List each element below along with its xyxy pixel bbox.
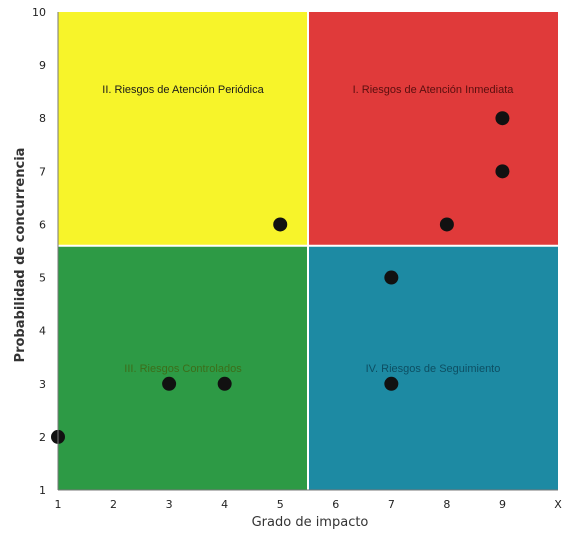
point-layer bbox=[51, 111, 510, 444]
x-tick-label: 6 bbox=[332, 498, 339, 511]
x-tick-label: 5 bbox=[277, 498, 284, 511]
x-tick-label: 7 bbox=[388, 498, 395, 511]
quadrant-label-i: I. Riesgos de Atención Inmediata bbox=[353, 84, 515, 96]
y-tick-label: 10 bbox=[32, 6, 46, 19]
quadrant-label-iii: III. Riesgos Controlados bbox=[124, 363, 242, 375]
quadrant-label-layer: I. Riesgos de Atención Inmediata II. Ries… bbox=[102, 84, 514, 375]
quadrant-label-iv: IV. Riesgos de Seguimiento bbox=[366, 363, 501, 375]
x-tick-label: 2 bbox=[110, 498, 117, 511]
quadrant-layer bbox=[58, 12, 558, 490]
data-point bbox=[495, 111, 510, 126]
y-tick-label: 7 bbox=[39, 165, 46, 178]
x-tick-label: X bbox=[554, 498, 562, 511]
axis-layer bbox=[57, 12, 558, 491]
y-axis-label: Probabilidad de concurrencia bbox=[13, 148, 28, 363]
data-point bbox=[384, 270, 399, 285]
y-tick-label: 8 bbox=[39, 112, 46, 125]
quadrant-iii bbox=[58, 245, 308, 490]
y-tick-layer: 1 2 3 4 5 6 7 8 9 10 bbox=[32, 6, 46, 497]
y-tick-label: 9 bbox=[39, 59, 46, 72]
y-tick-label: 4 bbox=[39, 325, 46, 338]
quadrant-i bbox=[308, 12, 558, 246]
data-point bbox=[273, 217, 288, 232]
x-tick-label: 3 bbox=[166, 498, 173, 511]
y-tick-label: 3 bbox=[39, 378, 46, 391]
data-point bbox=[495, 164, 510, 179]
x-tick-layer: 1 2 3 4 5 6 7 8 9 X bbox=[55, 498, 563, 511]
x-tick-label: 1 bbox=[55, 498, 62, 511]
x-axis-label: Grado de impacto bbox=[252, 515, 369, 530]
data-point bbox=[162, 376, 177, 391]
data-point bbox=[439, 217, 454, 232]
x-tick-label: 9 bbox=[499, 498, 506, 511]
quadrant-iv bbox=[308, 245, 558, 490]
data-point bbox=[217, 376, 232, 391]
x-tick-label: 4 bbox=[221, 498, 228, 511]
y-tick-label: 1 bbox=[39, 484, 46, 497]
data-point bbox=[384, 376, 399, 391]
quadrant-label-ii: II. Riesgos de Atención Periódica bbox=[102, 84, 264, 96]
y-tick-label: 2 bbox=[39, 431, 46, 444]
x-tick-label: 8 bbox=[443, 498, 450, 511]
y-tick-label: 6 bbox=[39, 218, 46, 231]
y-tick-label: 5 bbox=[39, 272, 46, 285]
quadrant-ii bbox=[58, 12, 308, 246]
